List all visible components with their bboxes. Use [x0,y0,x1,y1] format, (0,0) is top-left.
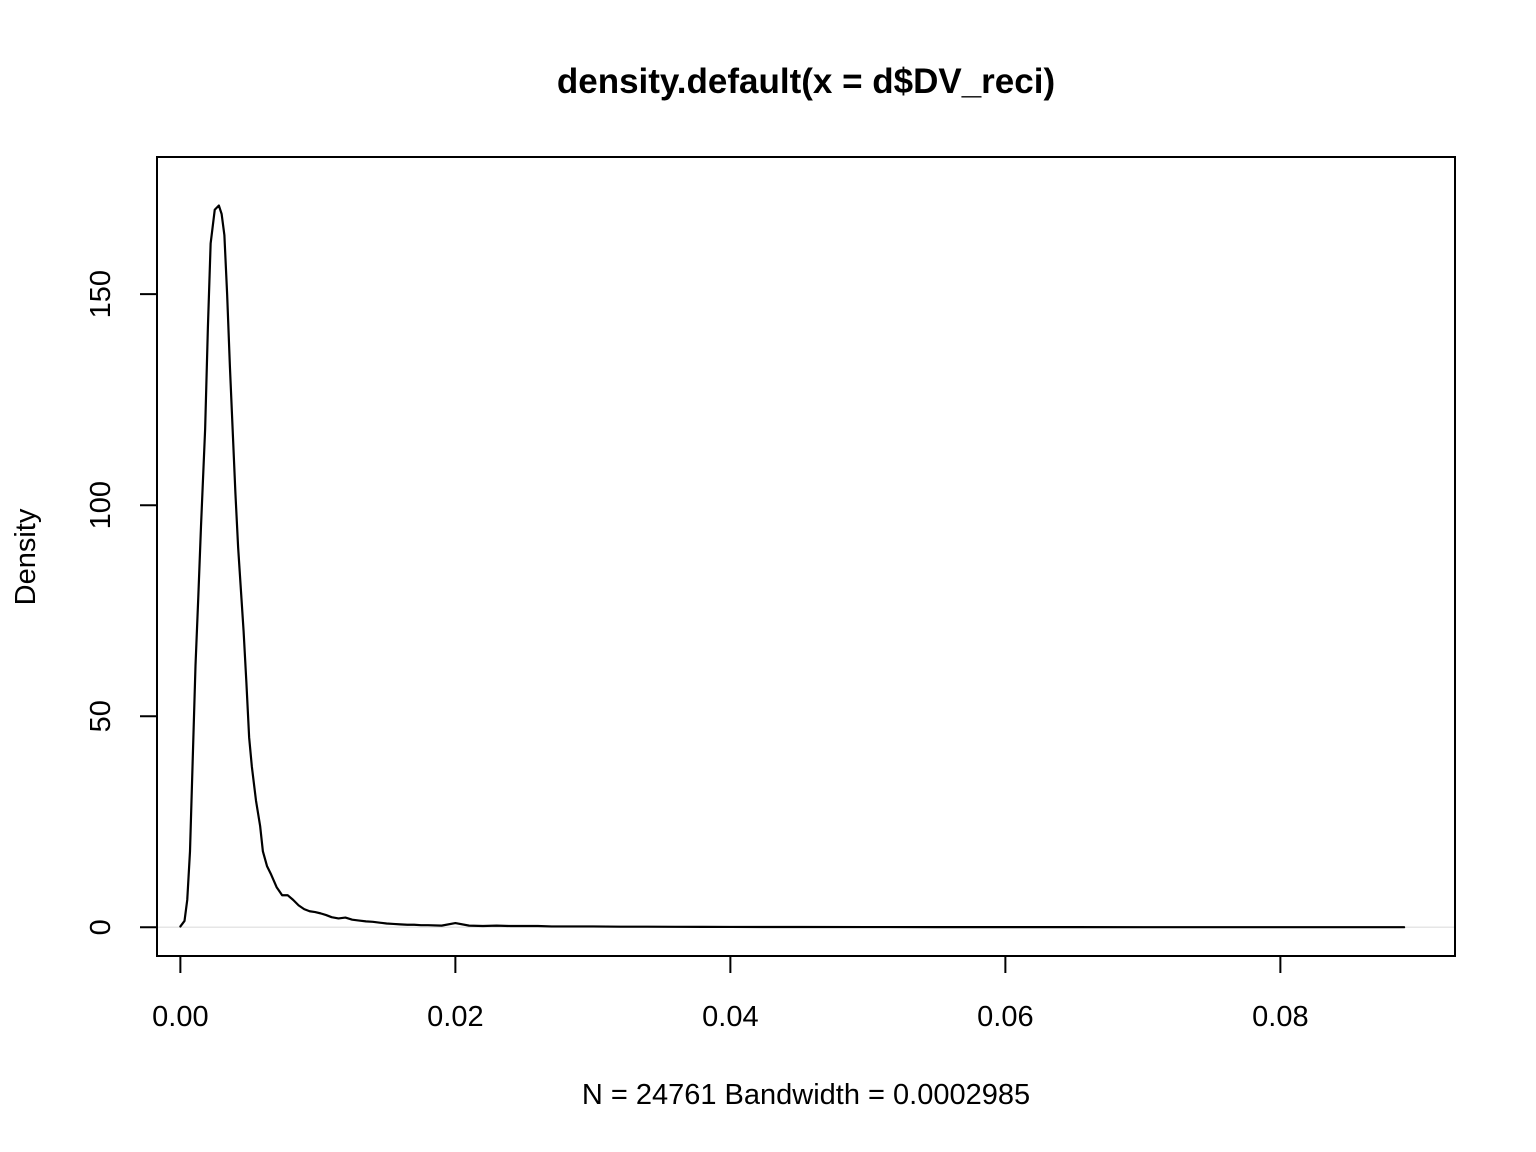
x-axis-label: N = 24761 Bandwidth = 0.0002985 [582,1079,1030,1111]
y-tick-label: 100 [85,481,117,529]
y-tick-label: 50 [85,700,117,732]
x-tick-label: 0.08 [1252,1001,1308,1033]
chart-title: density.default(x = d$DV_reci) [557,62,1055,101]
x-tick-label: 0.02 [427,1001,483,1033]
density-line-0 [179,204,1406,929]
x-axis: 0.00 0.02 0.04 0.06 0.08 [152,955,1309,1033]
plot-frame [156,156,1456,957]
y-axis: 0 50 100 150 [85,270,158,935]
y-axis-label: Density [10,508,42,605]
y-tick-label: 0 [85,919,117,935]
x-tick-label: 0.06 [977,1001,1033,1033]
x-tick-label: 0.00 [152,1001,208,1033]
x-tick-label: 0.04 [702,1001,758,1033]
density-series-layer [179,204,1406,929]
y-tick-label: 150 [85,270,117,318]
